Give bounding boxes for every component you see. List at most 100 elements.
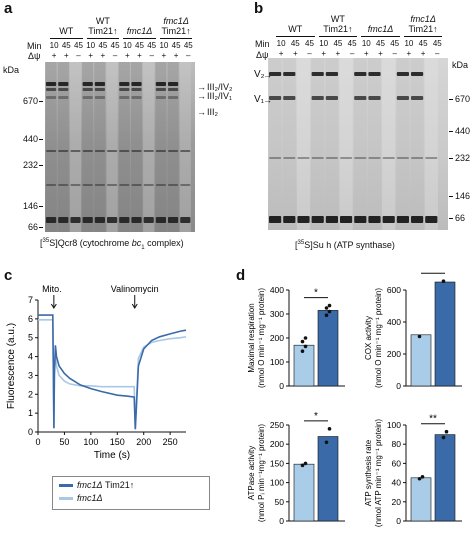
panel-a-marker-tick <box>39 227 43 228</box>
gel-band <box>396 216 409 223</box>
d-significance-label: ** <box>429 270 437 274</box>
gel-band <box>396 157 409 159</box>
d-y-tick-label: 0 <box>279 516 284 526</box>
gel-band <box>354 96 367 100</box>
d-data-point <box>441 435 446 440</box>
gel-band <box>283 72 296 76</box>
gel-lane <box>282 58 296 230</box>
gel-band <box>119 184 130 186</box>
panel-a-lane-dpsi: – <box>149 51 154 60</box>
panel-a-lane-minutes: 45 <box>110 41 120 50</box>
panel-a-group-header-2: fmc1Δ <box>126 26 153 36</box>
panel-b-lane-dpsi: – <box>349 49 355 58</box>
panel-a-lane-minutes: 45 <box>171 41 181 50</box>
gel-band <box>325 72 338 76</box>
panel-a-label: a <box>4 0 13 17</box>
gel-band <box>269 216 282 223</box>
gel-band <box>411 72 424 76</box>
panel-b-lane-minutes: 45 <box>376 39 385 48</box>
gel-band <box>58 150 69 152</box>
gel-lane <box>325 58 339 230</box>
gel-band <box>107 184 118 186</box>
d-bar-fmc1 <box>410 334 432 387</box>
panel-a-lane-minutes: 10 <box>122 41 132 50</box>
gel-lane <box>424 58 438 230</box>
panel-b-marker-label: 146 <box>455 191 471 201</box>
panel-b-lane-dpsi: + <box>321 49 327 58</box>
panel-b-lane-minutes: 10 <box>319 39 329 48</box>
panel-b-lane-minutes: 45 <box>290 39 300 48</box>
gel-band <box>58 184 69 186</box>
gel-band <box>70 217 81 223</box>
d-y-tick-label: 400 <box>387 317 401 327</box>
gel-lane <box>367 58 382 230</box>
gel-band <box>94 96 105 99</box>
gel-band <box>94 217 105 223</box>
d-data-point <box>324 313 329 317</box>
panel-b-band-label: V₁ <box>254 94 265 105</box>
c-x-tick-label: 100 <box>83 437 98 447</box>
d-y-tick-label: 20 <box>392 497 402 507</box>
gel-band <box>46 217 57 223</box>
d-y-axis-label: COX activity(nmol O min⁻¹ mg⁻¹ protein) <box>364 288 383 388</box>
gel-band <box>311 72 324 76</box>
gel-band <box>82 184 93 186</box>
panel-a-marker-label: 232 <box>22 160 38 170</box>
d-data-point <box>303 344 308 349</box>
gel-band <box>180 184 191 186</box>
gel-band <box>131 217 142 223</box>
gel-band <box>119 88 130 91</box>
panel-a-marker-tick <box>39 139 43 140</box>
gel-band <box>119 217 130 223</box>
gel-band <box>82 217 93 223</box>
c-annotation-label: Mito. <box>42 284 62 294</box>
gel-band <box>155 96 166 99</box>
gel-band <box>269 157 282 159</box>
panel-b-lane-dpsi: + <box>363 49 369 58</box>
gel-band <box>283 216 296 223</box>
legend-swatch-fmc1 <box>59 497 73 500</box>
d-y-tick-label: 400 <box>270 285 284 295</box>
d-significance-label: ** <box>429 414 437 425</box>
d-y-axis-label: ATPase activity(nmol Pᵢ min⁻¹mg⁻¹ protei… <box>247 424 266 523</box>
gel-lane <box>339 58 353 230</box>
band-arrow-icon: → <box>197 82 206 92</box>
panel-b-lane-dpsi: + <box>335 49 341 58</box>
panel-b-lane-minutes: 10 <box>276 39 286 48</box>
gel-band <box>131 150 142 152</box>
c-y-axis-label: Fluorescence (a.u.) <box>6 323 17 409</box>
c-x-tick-label: 0 <box>35 437 40 447</box>
gel-band <box>168 150 179 152</box>
gel-band <box>180 217 191 223</box>
gel-band <box>143 150 154 152</box>
d-bar-fmc1 <box>410 477 432 522</box>
panel-b-group-underline-0 <box>276 36 315 37</box>
d-bar-fmc1 <box>293 463 315 522</box>
gel-lane <box>69 62 82 232</box>
panel-a-group-header-1: WT Tim21↑ <box>88 16 118 36</box>
band-arrow-icon: → <box>263 95 272 105</box>
panel-a-group-underline-2 <box>123 38 156 39</box>
c-y-tick-label: 5 <box>28 333 33 343</box>
panel-d-label: d <box>236 267 246 284</box>
d-y-tick-label: 200 <box>270 333 284 343</box>
gel-band <box>82 88 93 91</box>
band-arrow-icon: → <box>263 70 272 80</box>
d-data-point <box>327 303 332 308</box>
panel-a-marker-label: 146 <box>22 201 38 211</box>
gel-band <box>168 82 179 86</box>
panel-b-group-underline-1 <box>318 36 358 37</box>
gel-band <box>82 82 93 86</box>
panel-a-lane-dpsi: + <box>51 51 57 60</box>
panel-a-gel-image <box>45 62 195 232</box>
gel-lane <box>45 62 57 232</box>
d-y-tick-label: 80 <box>392 439 402 449</box>
gel-band <box>368 96 381 100</box>
gel-band <box>94 150 105 152</box>
panel-b-lane-minutes: 45 <box>347 39 357 48</box>
gel-band <box>119 96 130 99</box>
gel-lane <box>57 62 69 232</box>
panel-a-marker-label: 670 <box>22 96 38 106</box>
gel-band <box>297 157 310 159</box>
gel-band <box>425 157 438 159</box>
